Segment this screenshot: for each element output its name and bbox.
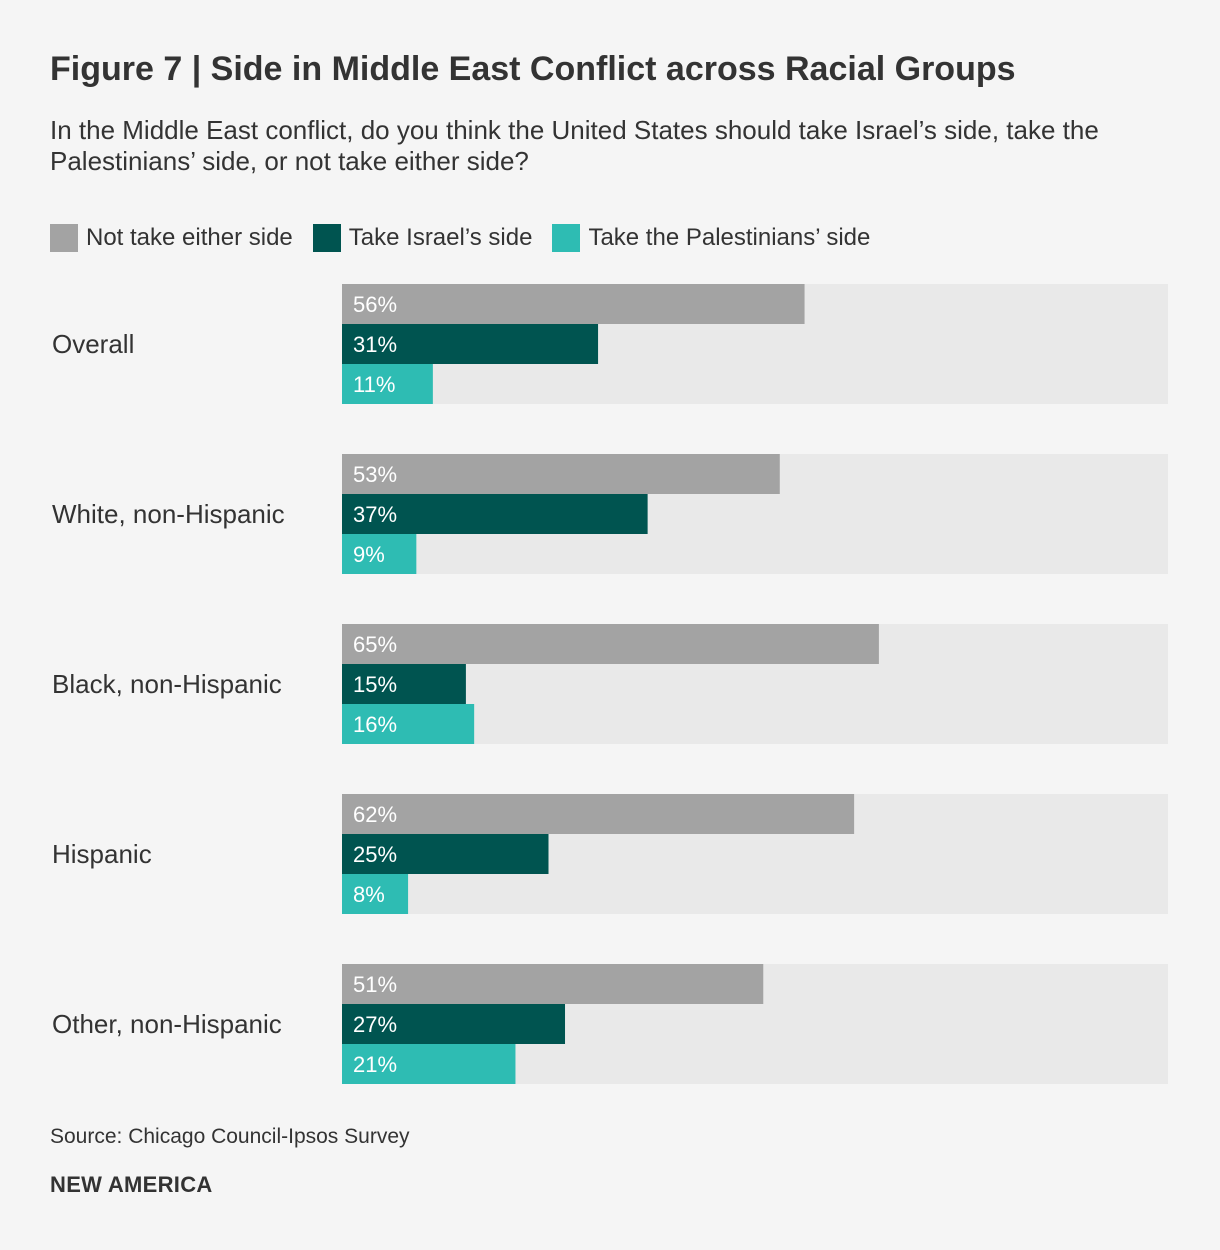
bar-take-the-palestinians-side-white-non-hispanic [342,534,417,574]
data-label: 56% [353,292,397,317]
category-label: Black, non-Hispanic [52,669,282,699]
bar-not-take-either-side-overall [342,284,805,324]
category-label: Hispanic [52,839,152,869]
data-label: 25% [353,842,397,867]
data-label: 65% [353,632,397,657]
bar-not-take-either-side-black-non-hispanic [342,624,879,664]
chart-subtitle: In the Middle East conflict, do you thin… [50,115,1099,176]
data-label: 15% [353,672,397,697]
bar-not-take-either-side-hispanic [342,794,855,834]
bar-not-take-either-side-white-non-hispanic [342,454,780,494]
legend-item-israel: Take Israel’s side [312,224,533,252]
source-note: Source: Chicago Council-Ipsos Survey [50,1125,410,1148]
group-other-non-hispanic: Other, non-Hispanic 51% 27% 21% [52,964,1168,1084]
data-label: 8% [353,882,385,907]
group-hispanic: Hispanic 62% 25% 8% [52,794,1168,914]
legend-item-palestinians: Take the Palestinians’ side [552,224,870,252]
bar-take-the-palestinians-side-black-non-hispanic [342,704,475,744]
data-label: 62% [353,802,397,827]
bar-chart: Overall 56% 31% 11% White, non-Hispanic 53% 37… [52,284,1168,1084]
bar-take-israel-s-side-hispanic [342,834,549,874]
legend-label-israel: Take Israel’s side [348,224,533,251]
data-label: 31% [353,332,397,357]
group-black-non-hispanic: Black, non-Hispanic 65% 15% 16% [52,624,1168,744]
legend-label-palestinians: Take the Palestinians’ side [588,224,871,251]
category-label: White, non-Hispanic [52,499,285,529]
bar-take-israel-s-side-overall [342,324,599,364]
bar-take-the-palestinians-side-overall [342,364,433,404]
category-label: Other, non-Hispanic [52,1009,282,1039]
chart-title: Figure 7 | Side in Middle East Conflict … [50,50,1016,88]
bar-take-the-palestinians-side-hispanic [342,874,409,914]
group-overall: Overall 56% 31% 11% [52,284,1168,404]
data-label: 37% [353,502,397,527]
bar-take-israel-s-side-black-non-hispanic [342,664,466,704]
brand-logo: NEW AMERICA [50,1172,213,1197]
legend: Not take either side Take Israel’s side … [50,222,890,254]
bar-take-israel-s-side-other-non-hispanic [342,1004,566,1044]
legend-swatch-palestinians [552,224,581,252]
legend-item-neither: Not take either side [50,224,293,252]
data-label: 53% [353,462,397,487]
legend-label-neither: Not take either side [86,224,293,251]
group-white-non-hispanic: White, non-Hispanic 53% 37% 9% [52,454,1168,574]
category-label: Overall [52,329,134,359]
bar-take-the-palestinians-side-other-non-hispanic [342,1044,516,1084]
bar-take-israel-s-side-white-non-hispanic [342,494,648,534]
bar-not-take-either-side-other-non-hispanic [342,964,764,1004]
data-label: 21% [353,1052,397,1077]
data-label: 11% [353,372,395,397]
data-label: 27% [353,1012,397,1037]
data-label: 9% [353,542,385,567]
data-label: 16% [353,712,397,737]
legend-swatch-neither [50,224,78,252]
legend-swatch-israel [312,224,341,252]
data-label: 51% [353,972,397,997]
